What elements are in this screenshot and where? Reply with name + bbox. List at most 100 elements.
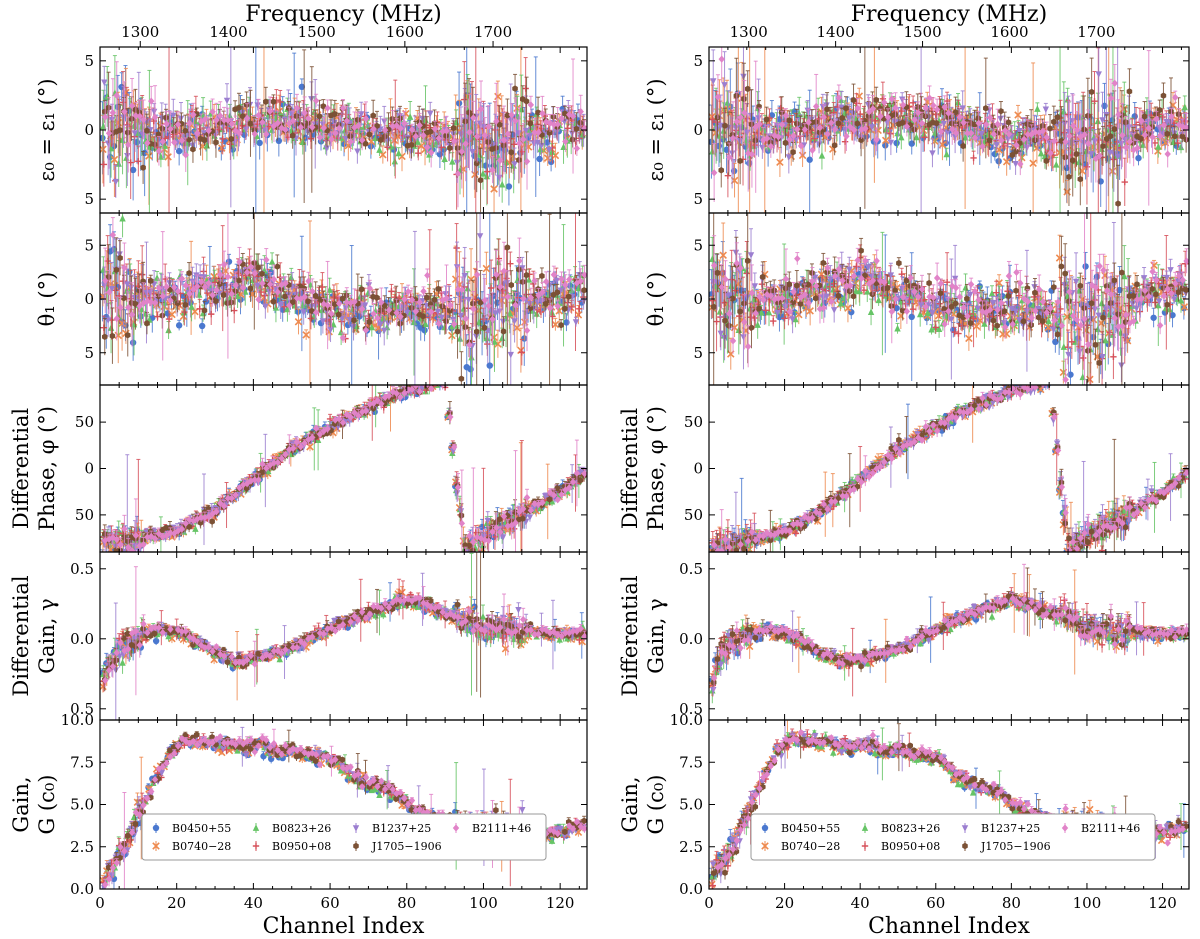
data-point bbox=[531, 277, 538, 285]
data-point bbox=[208, 288, 215, 295]
data-point bbox=[124, 331, 131, 339]
data-point bbox=[129, 339, 137, 346]
data-point bbox=[186, 270, 192, 277]
data-point bbox=[223, 97, 231, 105]
data-point bbox=[381, 126, 389, 134]
data-point bbox=[309, 123, 316, 131]
data-point bbox=[508, 281, 514, 289]
data-point bbox=[108, 285, 116, 293]
data-point bbox=[289, 132, 296, 139]
data-point bbox=[435, 134, 443, 142]
data-point bbox=[568, 286, 575, 293]
data-point bbox=[408, 126, 416, 134]
data-point bbox=[378, 298, 385, 306]
data-point bbox=[117, 126, 123, 134]
y-tick-label: 5 bbox=[84, 52, 94, 70]
data-point bbox=[487, 284, 495, 292]
data-point bbox=[412, 132, 420, 140]
data-point bbox=[102, 276, 109, 285]
data-point bbox=[320, 124, 327, 132]
data-point bbox=[174, 299, 181, 307]
data-point bbox=[519, 295, 527, 303]
data-point bbox=[305, 277, 312, 285]
data-point bbox=[288, 273, 295, 281]
data-point bbox=[255, 111, 262, 119]
data-point bbox=[450, 316, 457, 324]
data-point bbox=[404, 309, 411, 316]
data-point bbox=[197, 278, 205, 286]
data-point bbox=[255, 295, 262, 304]
data-point bbox=[358, 136, 366, 144]
data-point bbox=[181, 308, 188, 316]
data-point bbox=[144, 127, 150, 134]
data-point bbox=[262, 127, 269, 134]
data-point bbox=[324, 104, 331, 112]
data-point bbox=[109, 109, 117, 117]
data-point bbox=[100, 324, 108, 331]
data-point bbox=[339, 334, 347, 342]
data-point bbox=[443, 127, 450, 135]
data-point bbox=[182, 301, 189, 309]
data-point bbox=[213, 139, 219, 146]
data-point bbox=[557, 287, 564, 294]
data-point bbox=[431, 125, 439, 133]
data-point bbox=[354, 148, 361, 155]
data-point bbox=[343, 117, 350, 125]
data-point bbox=[182, 151, 189, 159]
data-point bbox=[573, 144, 581, 153]
data-point bbox=[124, 281, 131, 288]
data-point bbox=[112, 178, 119, 186]
data-point bbox=[136, 112, 143, 120]
data-point bbox=[254, 282, 261, 290]
data-point bbox=[504, 244, 511, 251]
data-point bbox=[102, 113, 109, 121]
data-point bbox=[121, 264, 128, 272]
data-point bbox=[388, 288, 395, 295]
data-point bbox=[527, 101, 535, 109]
data-point bbox=[243, 268, 251, 276]
data-point bbox=[489, 166, 496, 174]
data-point bbox=[420, 313, 426, 320]
data-point bbox=[263, 256, 270, 264]
data-point bbox=[148, 298, 155, 306]
data-point bbox=[573, 279, 581, 287]
data-point bbox=[376, 146, 383, 153]
data-point bbox=[201, 115, 209, 123]
data-point bbox=[140, 164, 146, 171]
data-point bbox=[201, 307, 208, 314]
data-point bbox=[101, 79, 108, 86]
data-point bbox=[512, 117, 519, 125]
data-point bbox=[117, 303, 124, 312]
data-point bbox=[389, 122, 397, 130]
data-point bbox=[174, 120, 182, 129]
data-point bbox=[507, 351, 514, 359]
data-point bbox=[564, 125, 572, 132]
data-point bbox=[143, 290, 150, 297]
data-point bbox=[504, 130, 512, 138]
data-point bbox=[301, 285, 307, 292]
data-point bbox=[105, 288, 113, 296]
data-point bbox=[182, 127, 189, 135]
data-point bbox=[523, 326, 531, 335]
data-point bbox=[554, 289, 561, 296]
data-point bbox=[476, 233, 484, 240]
data-point bbox=[277, 301, 284, 309]
data-point bbox=[319, 283, 326, 291]
data-point bbox=[404, 288, 412, 296]
data-point bbox=[435, 285, 442, 293]
data-point bbox=[140, 116, 147, 124]
data-point bbox=[259, 279, 266, 288]
data-point bbox=[266, 280, 274, 288]
data-point bbox=[330, 293, 338, 301]
data-point bbox=[454, 169, 462, 178]
data-point bbox=[496, 283, 504, 291]
y-axis-label-epsilon: ε₀ = ε₁ (°) bbox=[35, 78, 59, 181]
data-point bbox=[358, 305, 366, 313]
data-point bbox=[362, 140, 369, 147]
data-point bbox=[208, 310, 215, 318]
data-point bbox=[270, 98, 277, 105]
data-point bbox=[490, 185, 498, 193]
data-point bbox=[294, 317, 303, 326]
data-point bbox=[566, 111, 573, 119]
